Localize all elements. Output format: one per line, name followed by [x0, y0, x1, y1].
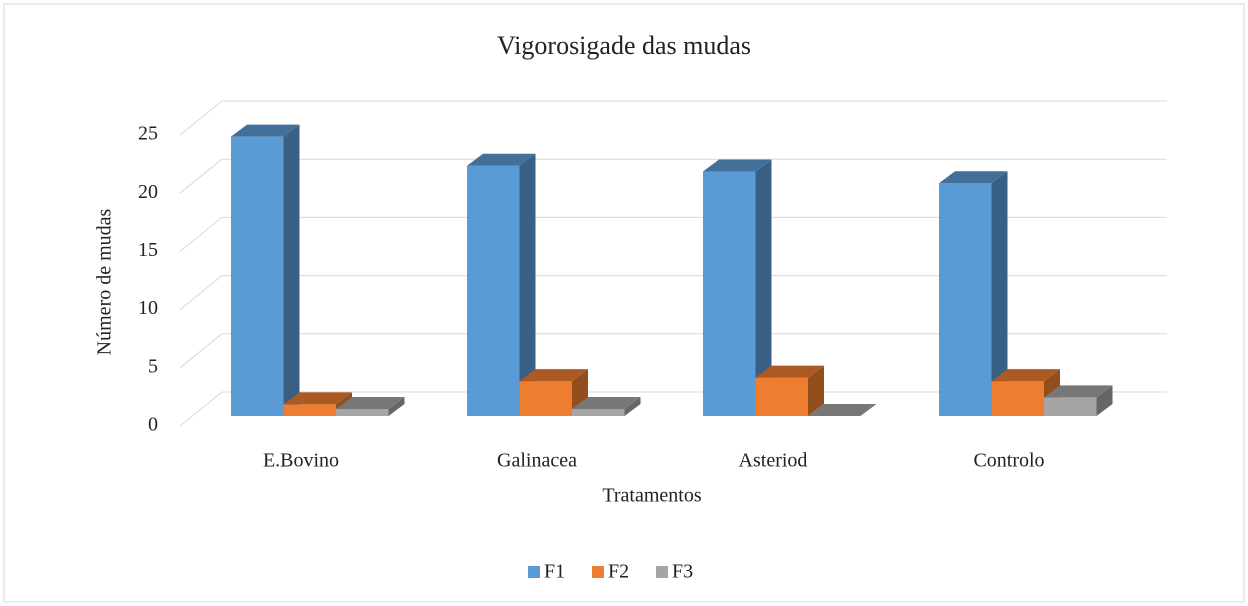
bar-top — [519, 369, 588, 382]
bar-side — [991, 171, 1008, 416]
legend-label: F2 — [608, 561, 629, 583]
bar-top — [231, 124, 300, 137]
bar-top — [283, 392, 352, 405]
bar-top — [1044, 385, 1113, 398]
bar-top — [336, 397, 405, 410]
legend-label: F1 — [544, 561, 565, 583]
x-axis-label: Tratamentos — [602, 485, 701, 507]
x-tick-label: E.Bovino — [263, 450, 339, 472]
y-tick-label: 15 — [138, 239, 158, 261]
bar-side — [1096, 385, 1113, 416]
legend-swatch — [528, 566, 540, 578]
bar-top — [467, 153, 536, 166]
bar-top — [572, 397, 641, 410]
bar-side — [388, 397, 405, 416]
bar-top — [808, 404, 877, 416]
bar-side — [283, 124, 300, 416]
legend-label: F3 — [672, 561, 693, 583]
bar-side — [755, 159, 772, 416]
y-tick-label: 10 — [138, 297, 158, 319]
bar-front — [336, 409, 389, 416]
bar-front — [991, 381, 1044, 416]
y-tick-label: 5 — [148, 355, 158, 377]
legend-swatch — [656, 566, 668, 578]
bar-front — [519, 381, 572, 416]
legend-swatch — [592, 566, 604, 578]
bar-front — [703, 171, 756, 416]
bar-front — [1044, 397, 1097, 416]
grid-line — [179, 391, 223, 427]
bar-top — [939, 171, 1008, 184]
bar-side — [519, 153, 536, 417]
chart-title: Vigorosigade das mudas — [497, 31, 751, 60]
chart-border — [3, 3, 1245, 603]
bar-front — [283, 404, 336, 416]
bar-side — [808, 365, 824, 416]
bar-front — [939, 183, 992, 416]
y-tick-label: 20 — [138, 181, 158, 203]
bar-side — [624, 397, 641, 416]
bar-front — [467, 165, 520, 416]
x-tick-label: Asteriod — [739, 450, 808, 472]
x-tick-label: Galinacea — [497, 450, 577, 472]
grid-line — [179, 158, 223, 194]
grid-line — [179, 333, 223, 369]
grid-line — [179, 100, 223, 136]
bar-front — [572, 409, 625, 416]
grid-line — [179, 275, 223, 310]
x-tick-label: Controlo — [973, 450, 1044, 472]
bar-front — [755, 377, 808, 416]
bar-top — [991, 369, 1060, 382]
grid-line — [179, 217, 223, 252]
y-axis-label: Número de mudas — [94, 208, 116, 355]
bar-top — [755, 365, 824, 378]
bar-top — [703, 159, 772, 172]
y-tick-label: 25 — [138, 123, 158, 145]
y-tick-label: 0 — [148, 414, 158, 436]
bar-front — [231, 136, 284, 416]
